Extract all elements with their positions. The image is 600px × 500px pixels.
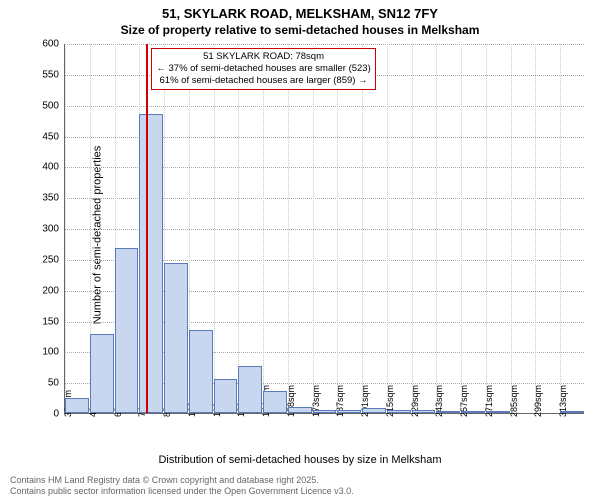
gridline-v: [238, 44, 239, 413]
gridline-v: [560, 44, 561, 413]
histogram-bar: [214, 379, 238, 413]
y-tick-label: 150: [42, 316, 65, 327]
histogram-bar: [65, 398, 89, 413]
y-tick-label: 200: [42, 285, 65, 296]
callout-line2: ← 37% of semi-detached houses are smalle…: [156, 63, 370, 75]
histogram-bar: [436, 411, 460, 413]
chart-title-block: 51, SKYLARK ROAD, MELKSHAM, SN12 7FY Siz…: [0, 6, 600, 37]
y-tick-label: 250: [42, 254, 65, 265]
y-tick-label: 550: [42, 69, 65, 80]
gridline-v: [511, 44, 512, 413]
gridline-v: [387, 44, 388, 413]
histogram-bar: [461, 411, 485, 413]
gridline-v: [214, 44, 215, 413]
histogram-bar: [90, 334, 114, 413]
y-tick-label: 300: [42, 224, 65, 235]
histogram-bar: [189, 330, 213, 413]
y-tick-label: 500: [42, 100, 65, 111]
gridline-h: [65, 44, 584, 45]
histogram-bar: [560, 411, 584, 413]
gridline-v: [362, 44, 363, 413]
gridline-v: [436, 44, 437, 413]
chart-container: 51, SKYLARK ROAD, MELKSHAM, SN12 7FY Siz…: [0, 0, 600, 500]
gridline-v: [263, 44, 264, 413]
gridline-v: [288, 44, 289, 413]
histogram-bar: [362, 408, 386, 413]
gridline-v: [486, 44, 487, 413]
y-tick-label: 600: [42, 39, 65, 50]
x-axis-label: Distribution of semi-detached houses by …: [0, 454, 600, 466]
histogram-bar: [164, 263, 188, 413]
callout-line1: 51 SKYLARK ROAD: 78sqm: [156, 51, 370, 63]
histogram-bar: [313, 410, 337, 413]
plot-inner: 05010015020025030035040045050055060032sq…: [64, 44, 584, 414]
gridline-v: [337, 44, 338, 413]
y-tick-label: 350: [42, 193, 65, 204]
histogram-bar: [238, 366, 262, 413]
chart-title: 51, SKYLARK ROAD, MELKSHAM, SN12 7FY: [0, 6, 600, 21]
chart-footer: Contains HM Land Registry data © Crown c…: [10, 475, 590, 498]
x-tick-label: 299sqm: [533, 385, 543, 417]
gridline-v: [313, 44, 314, 413]
histogram-bar: [139, 114, 163, 413]
histogram-bar: [387, 410, 411, 413]
y-tick-label: 400: [42, 162, 65, 173]
y-tick-label: 100: [42, 347, 65, 358]
plot-area: 05010015020025030035040045050055060032sq…: [64, 44, 584, 414]
histogram-bar: [288, 407, 312, 413]
x-tick-label: 285sqm: [509, 385, 519, 417]
gridline-v: [461, 44, 462, 413]
histogram-bar: [263, 391, 287, 413]
footer-line1: Contains HM Land Registry data © Crown c…: [10, 475, 590, 487]
gridline-h: [65, 106, 584, 107]
callout-line3: 61% of semi-detached houses are larger (…: [156, 75, 370, 87]
chart-subtitle: Size of property relative to semi-detach…: [0, 23, 600, 37]
gridline-v: [412, 44, 413, 413]
gridline-v: [535, 44, 536, 413]
histogram-bar: [486, 411, 510, 413]
y-tick-label: 450: [42, 131, 65, 142]
footer-line2: Contains public sector information licen…: [10, 486, 590, 498]
histogram-bar: [115, 248, 139, 413]
gridline-v: [65, 44, 66, 413]
property-marker-line: [146, 44, 148, 413]
histogram-bar: [412, 410, 436, 413]
callout-box: 51 SKYLARK ROAD: 78sqm ← 37% of semi-det…: [151, 48, 375, 90]
histogram-bar: [337, 410, 361, 413]
y-tick-label: 50: [48, 378, 65, 389]
